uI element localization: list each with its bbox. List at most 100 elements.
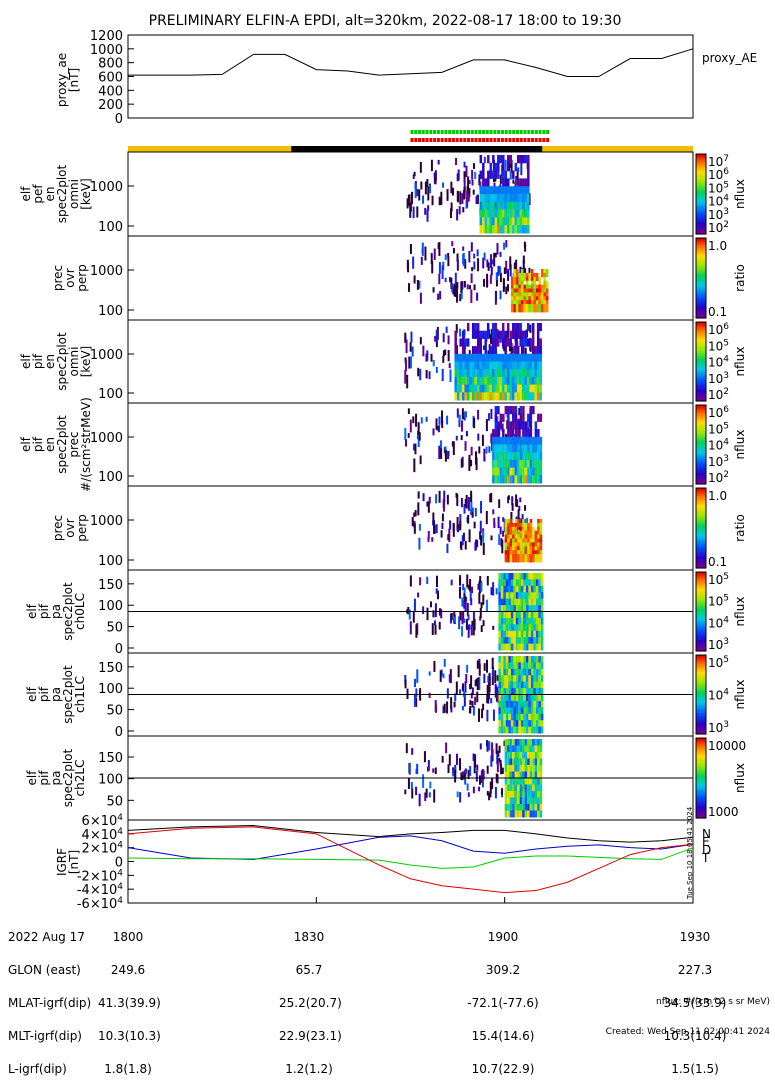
spectrogram-cell <box>543 304 546 313</box>
science-zone-marker <box>515 130 519 134</box>
colorbar-segment <box>696 469 706 472</box>
spectrogram-pixel <box>438 196 441 206</box>
colorbar-segment <box>696 407 706 410</box>
spectrogram-cell <box>504 810 508 818</box>
spectrogram-pixel <box>418 523 421 531</box>
spectrogram-cell <box>539 810 543 818</box>
spectrogram-cell <box>507 475 510 484</box>
spectrogram-cell <box>511 384 515 393</box>
spectrogram-pixel <box>476 677 479 691</box>
spectrogram-pixel <box>496 761 499 773</box>
proxy-ae-y-tick-label: 600 <box>98 71 123 86</box>
spectrogram-cell <box>531 353 535 362</box>
spectrogram-pixel <box>409 243 412 254</box>
spectrogram-cell <box>533 573 536 580</box>
spectrogram-cell <box>459 369 462 378</box>
spectrogram-cell <box>502 452 505 461</box>
spectrogram-cell <box>508 662 511 670</box>
spectrogram-cell <box>489 194 493 203</box>
spectrogram-cell <box>538 617 541 625</box>
spectrogram-cell <box>479 194 483 203</box>
spectrogram-pixel <box>417 491 420 499</box>
spectrogram-cell <box>501 330 505 339</box>
colorbar-segment <box>696 300 706 303</box>
colorbar-segment <box>696 215 706 218</box>
spectrogram-cell <box>520 617 524 625</box>
spectrogram-cell <box>527 186 530 195</box>
spectrogram-cell <box>513 656 516 663</box>
colorbar-segment <box>696 218 706 220</box>
spectrogram-cell <box>518 598 521 606</box>
spectrogram-pixel <box>415 786 418 796</box>
spectrogram-pixel <box>408 762 411 775</box>
spectrogram-cell <box>469 384 472 393</box>
colorbar-segment <box>696 508 706 510</box>
colorbar-segment <box>696 283 706 286</box>
spectrogram-pixel <box>407 777 410 789</box>
colorbar-segment <box>696 791 706 794</box>
elf-pif-pa-spec2plot-ch1LC-y-axis-label: pif <box>37 686 51 702</box>
spectrogram-pixel <box>472 705 475 716</box>
spectrogram-pixel <box>499 272 502 283</box>
spectrogram-cell <box>509 225 513 234</box>
spectrogram-pixel <box>481 775 484 788</box>
spectrogram-cell <box>533 643 536 651</box>
colorbar-segment <box>696 175 706 178</box>
colorbar-segment <box>696 455 706 457</box>
colorbar-segment <box>696 655 706 657</box>
science-zone-marker <box>455 138 459 142</box>
spectrogram-cell <box>474 376 477 386</box>
spectrogram-cell <box>491 361 495 370</box>
colorbar-segment <box>696 322 706 324</box>
colorbar-segment <box>696 170 706 172</box>
colorbar-segment <box>696 602 706 605</box>
science-zone-marker <box>418 138 422 142</box>
colorbar-segment <box>696 672 706 675</box>
spectrogram-pixel <box>441 410 444 424</box>
colorbar-segment <box>696 159 706 162</box>
colorbar-segment <box>696 228 706 231</box>
colorbar-tick-label: 1.0 <box>708 489 727 503</box>
spectrogram-cell <box>540 675 544 683</box>
spectrogram-pixel <box>412 443 415 451</box>
spectrogram-pixel <box>429 781 432 789</box>
spectrogram-cell <box>484 361 487 370</box>
spectrogram-cell <box>503 592 506 600</box>
spectrogram-pixel <box>424 207 427 215</box>
spectrogram-cell <box>512 752 515 759</box>
colorbar-segment <box>696 282 706 284</box>
elf-pif-en-spec2plot-prec-y-axis-label: pif <box>31 436 45 452</box>
colorbar-segment <box>696 693 706 696</box>
spectrogram-cell <box>540 605 544 612</box>
colorbar-segment <box>696 806 706 808</box>
spectrogram-pixel <box>476 691 479 703</box>
colorbar-segment <box>696 480 706 482</box>
spectrogram-cell <box>502 217 505 226</box>
colorbar-segment <box>696 378 706 381</box>
spectrogram-cell <box>492 459 495 469</box>
spectrogram-cell <box>512 739 515 746</box>
spectrogram-pixel <box>461 408 464 420</box>
spectrogram-cell <box>510 643 514 651</box>
colorbar-segment <box>696 323 706 326</box>
spectrogram-pixel <box>434 603 437 618</box>
spectrogram-cell <box>522 413 525 422</box>
colorbar-tick-label: 104 <box>708 355 729 370</box>
spectrogram-pixel <box>440 530 443 538</box>
prec-ovr-perp-e-colorbar-frame <box>695 237 707 319</box>
spectrogram-cell <box>484 178 488 187</box>
spectrogram-pixel <box>446 189 449 201</box>
spectrogram-cell <box>508 688 511 695</box>
colorbar-segment <box>696 763 706 766</box>
spectrogram-cell <box>532 745 535 753</box>
spectrogram-cell <box>538 579 541 587</box>
elf-pif-pa-spec2plot-ch2LC-y-axis-label: elf <box>25 770 39 786</box>
spectrogram-cell <box>524 392 527 401</box>
colorbar-segment <box>696 258 706 260</box>
spectrogram-cell <box>528 592 531 600</box>
spectrogram-cell <box>504 739 508 746</box>
spectrogram-cell <box>524 475 528 484</box>
colorbar-segment <box>696 451 706 453</box>
spectrogram-pixel <box>444 254 447 261</box>
spectrogram-cell <box>456 353 460 362</box>
